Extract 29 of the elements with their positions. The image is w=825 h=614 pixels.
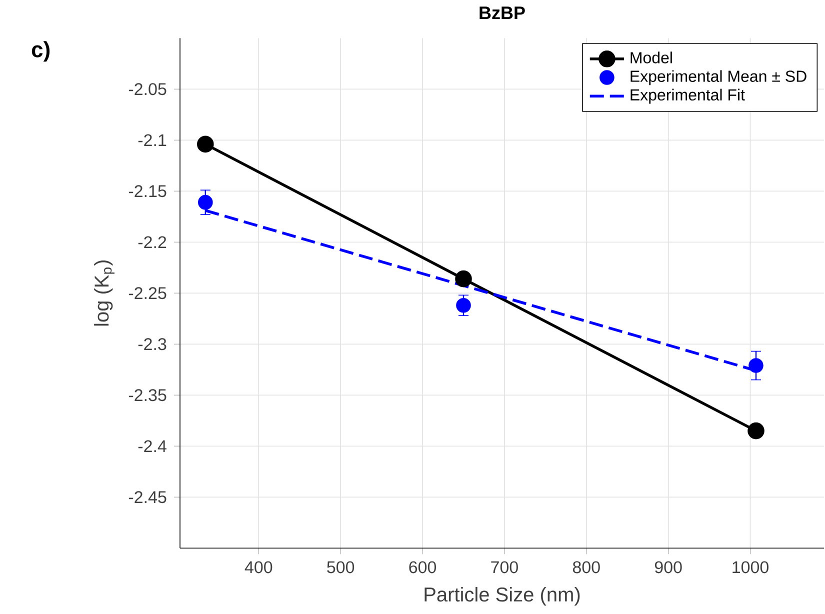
y-tick-label: -2.45 — [128, 491, 166, 504]
point — [748, 358, 764, 373]
x-tick-label: 700 — [491, 561, 518, 574]
x-tick-label: 800 — [572, 561, 600, 574]
y-tick-label: -2.2 — [138, 236, 166, 248]
point — [198, 194, 213, 210]
x-tick-label: 400 — [244, 561, 272, 574]
y-tick-label: -2.05 — [128, 83, 166, 96]
y-tick-label: -2.15 — [128, 185, 166, 198]
y-axis-title: log (K$_{p}$) — [94, 260, 114, 326]
y-tick-label: -2.35 — [128, 389, 166, 402]
point — [197, 136, 214, 153]
point — [456, 298, 471, 313]
x-tick-label: 600 — [409, 561, 436, 574]
chart-title: BzBP — [480, 6, 525, 19]
legend-label: Experimental Mean ± SD — [630, 70, 806, 86]
point — [748, 422, 764, 440]
legend-label: Experimental Fit — [630, 88, 745, 104]
y-tick-label: -2.3 — [138, 338, 166, 350]
x-tick-label: 900 — [654, 561, 682, 574]
x-tick-label: 1000 — [732, 561, 768, 574]
legend-label: Model — [630, 52, 672, 64]
point — [455, 270, 472, 288]
y-tick-label: -2.25 — [128, 287, 166, 300]
text: c) — [32, 41, 50, 62]
y-tick-label: -2.1 — [138, 134, 166, 146]
x-tick-label: 500 — [327, 561, 354, 574]
y-tick-label: -2.4 — [138, 440, 166, 452]
x-axis-title: Particle Size (nm) — [424, 586, 580, 606]
